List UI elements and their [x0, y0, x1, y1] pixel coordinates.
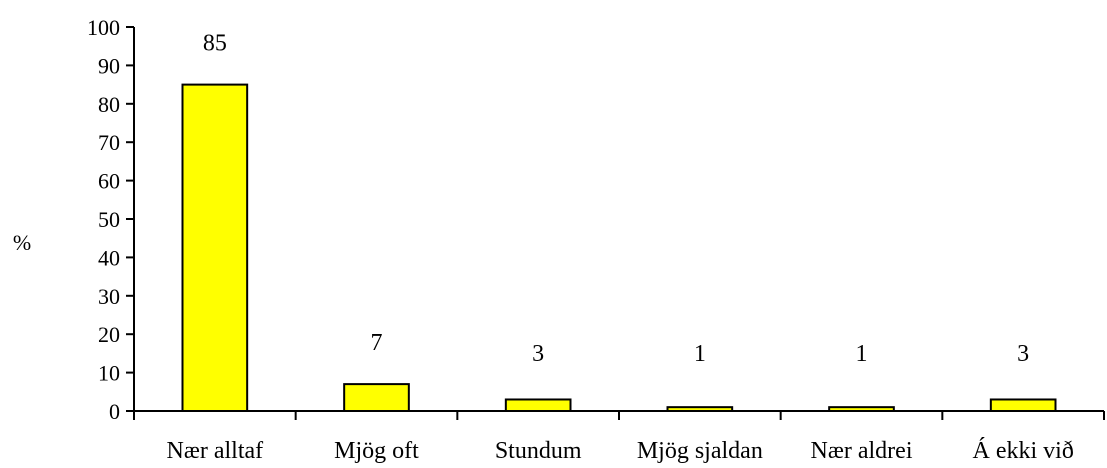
data-label: 7 — [371, 330, 383, 356]
x-axis: Nær alltaf Mjög oft Stundum Mjög sjaldan Nær… — [133, 410, 1105, 464]
x-category-label: Nær aldrei — [811, 438, 913, 464]
bar — [181, 83, 249, 412]
y-tick-label: 40 — [98, 245, 120, 270]
y-tick-label: 50 — [98, 207, 120, 232]
y-axis: 0 10 20 30 40 50 60 70 80 90 100 — [87, 15, 135, 424]
bar — [343, 383, 410, 412]
data-label: 85 — [203, 31, 227, 57]
y-tick-label: 60 — [98, 169, 120, 194]
y-tick-label: 30 — [98, 284, 120, 309]
data-label: 3 — [1017, 341, 1029, 367]
bar — [504, 398, 572, 413]
y-tick-label: 20 — [98, 322, 120, 347]
x-category-label: Stundum — [495, 438, 582, 464]
bars: 85 7 3 1 1 3 — [181, 31, 1057, 413]
y-tick-label: 100 — [87, 15, 120, 40]
data-label: 3 — [532, 341, 544, 367]
data-label: 1 — [694, 341, 706, 367]
y-tick-label: 80 — [98, 92, 120, 117]
y-axis-title: % — [13, 230, 31, 255]
y-tick-label: 90 — [98, 53, 120, 78]
x-category-label: Mjög sjaldan — [637, 438, 763, 464]
x-category-label: Á ekki við — [973, 438, 1074, 464]
x-category-label: Mjög oft — [334, 438, 419, 464]
data-label: 1 — [856, 341, 868, 367]
y-tick-label: 0 — [109, 399, 120, 424]
bar — [989, 398, 1057, 413]
x-category-label: Nær alltaf — [167, 438, 264, 464]
y-tick-label: 10 — [98, 361, 120, 386]
y-tick-label: 70 — [98, 130, 120, 155]
